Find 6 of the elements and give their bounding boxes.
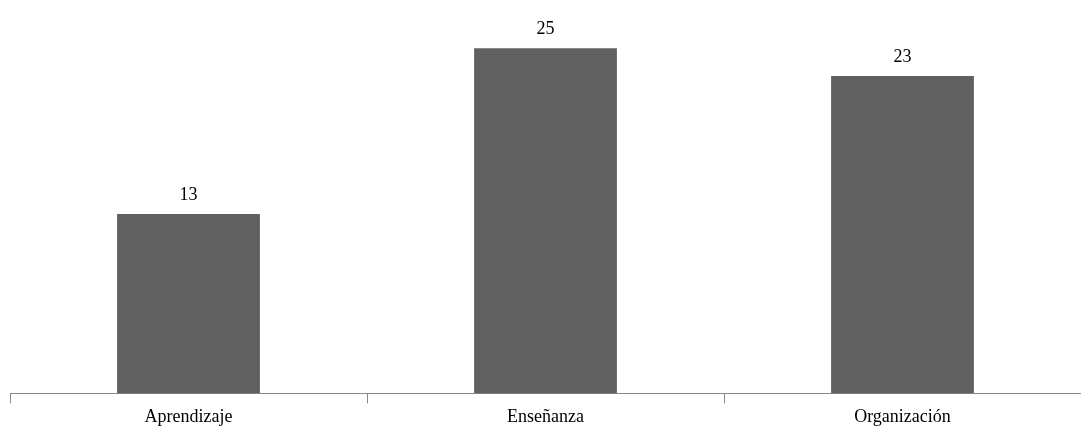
- x-tick-label: Aprendizaje: [144, 405, 233, 426]
- x-tick-label: Organización: [854, 405, 951, 426]
- data-label: 25: [536, 18, 555, 39]
- x-tick-label: Enseñanza: [507, 405, 584, 426]
- data-label: 23: [893, 45, 912, 66]
- data-label: 13: [179, 183, 198, 204]
